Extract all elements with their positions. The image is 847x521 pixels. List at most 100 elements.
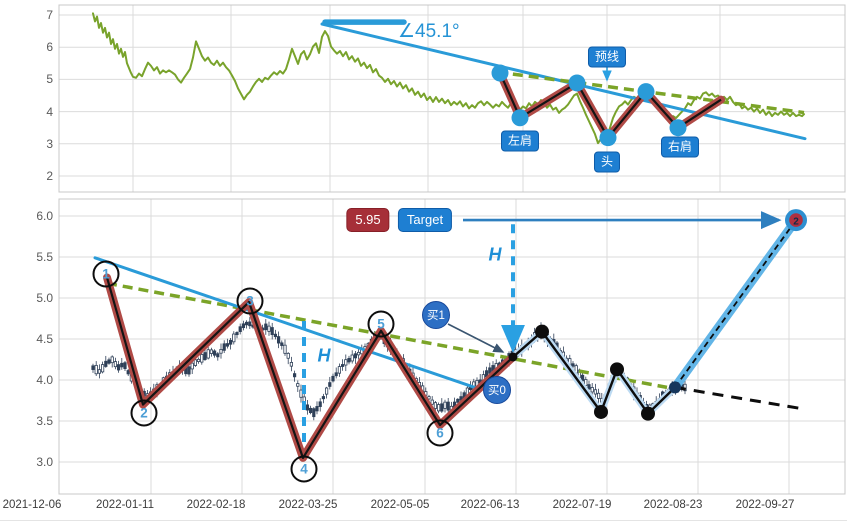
- panel-border: [58, 198, 846, 495]
- y-axis-tick-top: 7: [46, 8, 53, 22]
- neckline-label: 预线: [587, 46, 627, 68]
- neckline-dashed: [496, 70, 805, 115]
- candle-body: [286, 352, 290, 359]
- candle-body: [225, 343, 229, 347]
- candle-body: [212, 350, 217, 356]
- candle-body: [206, 349, 210, 359]
- candle-body: [113, 361, 117, 368]
- pattern-point-5: 5: [367, 310, 395, 338]
- x-axis-date-label: 2022-06-13: [460, 499, 520, 511]
- candle-body: [187, 366, 191, 375]
- candle-body: [456, 398, 460, 403]
- buy0-marker: 买0: [483, 376, 511, 404]
- wave2-target-label: 2: [793, 216, 799, 228]
- x-axis-date-label: 2022-05-05: [370, 499, 430, 511]
- angle-annotation: ∠45.1°: [398, 21, 460, 42]
- candle-body: [344, 359, 348, 366]
- projection-line-core: [674, 219, 797, 388]
- candle-body: [97, 369, 101, 374]
- candle-body: [209, 349, 213, 354]
- candle-body: [196, 358, 201, 362]
- candle-body: [200, 354, 204, 363]
- pattern-point-3: 3: [236, 287, 264, 315]
- target-point: [789, 213, 803, 227]
- candle-body: [123, 362, 127, 370]
- y-axis-tick-bottom: 5.0: [36, 291, 53, 305]
- weekly-panel: [58, 4, 846, 193]
- y-axis-tick-bottom: 4.0: [36, 373, 53, 387]
- candle-body: [91, 365, 95, 370]
- pivot-dot: [610, 362, 624, 377]
- candle-body: [276, 336, 281, 344]
- candle-body: [104, 360, 108, 367]
- pattern-vertex-dot: [568, 74, 586, 92]
- candle-body: [267, 325, 271, 332]
- pattern-vertex-dot: [491, 64, 509, 82]
- candle-body: [264, 323, 268, 331]
- candle-body: [101, 364, 105, 373]
- pattern-point-1: 1: [92, 260, 120, 288]
- x-axis-date-label: 2022-01-11: [96, 499, 154, 511]
- candle-body: [219, 349, 223, 354]
- daily-panel: [58, 198, 846, 495]
- candle-body: [430, 399, 434, 405]
- y-axis-tick-bottom: 5.5: [36, 250, 53, 264]
- pattern-vertex-dot: [637, 83, 655, 101]
- candle-body: [440, 403, 444, 412]
- height-label-left: H: [317, 345, 331, 366]
- candle-body: [190, 362, 194, 370]
- pattern-vertex-dot: [599, 129, 617, 147]
- blue-trendline: [93, 256, 479, 390]
- pattern-point-2: 2: [130, 399, 158, 427]
- candle-body: [203, 352, 207, 361]
- candle-body: [94, 364, 98, 375]
- candle-body: [318, 401, 322, 407]
- x-axis-date-label: 2021-12-06: [2, 499, 62, 511]
- y-axis-tick-top: 4: [46, 104, 53, 119]
- candle-body: [350, 354, 354, 362]
- x-axis-date-label: 2022-02-18: [186, 499, 246, 511]
- forecast-dashed-line: [674, 385, 803, 411]
- x-axis-date-label: 2022-03-25: [278, 499, 338, 511]
- candle-body: [228, 339, 233, 345]
- candle-body: [283, 344, 287, 354]
- pattern-point-4: 4: [290, 455, 318, 483]
- candle-body: [280, 342, 284, 346]
- candle-body: [117, 364, 121, 371]
- candle-body: [324, 387, 329, 395]
- candle-body: [120, 362, 124, 368]
- candle-body: [581, 374, 585, 382]
- candle-body: [587, 384, 591, 390]
- candle-body: [235, 332, 239, 336]
- candle-body: [216, 353, 220, 358]
- pivot-dot: [641, 406, 655, 421]
- y-axis-tick-top: 5: [46, 72, 53, 87]
- candle-body: [289, 362, 294, 367]
- target-badge: Target: [397, 208, 453, 232]
- pattern-vertex-dot: [669, 119, 687, 137]
- candle-body: [232, 333, 236, 343]
- candle-body: [312, 408, 316, 418]
- candle-body: [347, 357, 351, 363]
- buy1-marker: 买1: [422, 301, 450, 329]
- confirmation-line: [512, 330, 676, 415]
- candle-body: [299, 389, 303, 398]
- breakout-dot: [508, 352, 518, 362]
- candle-body: [443, 401, 447, 409]
- candle-body: [328, 382, 332, 387]
- candle-body: [433, 402, 438, 409]
- candle-body: [244, 321, 249, 326]
- candle-body: [193, 359, 197, 366]
- projection-start-dot: [669, 381, 681, 394]
- candle-body: [571, 363, 575, 367]
- y-axis-tick-top: 3: [46, 136, 53, 151]
- candle-body: [337, 366, 342, 374]
- candle-body: [248, 321, 252, 327]
- candle-body: [590, 387, 594, 393]
- candle-body: [593, 389, 598, 395]
- candle-body: [270, 327, 274, 336]
- candle-body: [305, 404, 310, 411]
- y-axis-tick-bottom: 4.5: [36, 332, 53, 346]
